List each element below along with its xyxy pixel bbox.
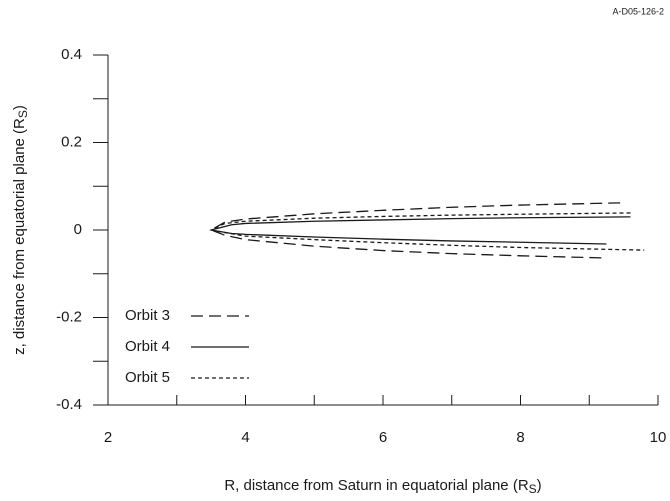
orbit-line: [209, 212, 645, 251]
y-tick-label: -0.4: [56, 396, 82, 413]
y-tick-label: 0.2: [61, 133, 82, 150]
y-tick-label: 0.4: [61, 46, 82, 63]
y-label-text: z, distance from equatorial plane (R: [11, 118, 28, 355]
legend-label: Orbit 3: [125, 307, 170, 324]
x-tick-label: 10: [650, 429, 667, 446]
legend-label: Orbit 5: [125, 369, 170, 386]
x-tick-label: 4: [241, 429, 249, 446]
x-label-text: R, distance from Saturn in equatorial pl…: [224, 477, 528, 494]
x-tick-label: 6: [379, 429, 387, 446]
y-axis-label: z, distance from equatorial plane (RS): [11, 105, 30, 355]
y-tick-label: -0.2: [56, 308, 82, 325]
orbit-line: [209, 202, 621, 259]
y-tick-label: 0: [74, 221, 82, 238]
legend-label: Orbit 4: [125, 338, 170, 355]
x-tick-label: 2: [104, 429, 112, 446]
x-label-sub: S: [529, 482, 537, 496]
y-label-end: ): [11, 105, 28, 110]
orbit-line: [210, 216, 631, 245]
y-label-sub: S: [16, 110, 30, 118]
x-label-end: ): [537, 477, 542, 494]
x-axis-label: R, distance from Saturn in equatorial pl…: [224, 477, 541, 496]
figure-id: A-D05-126-2: [612, 6, 664, 16]
x-tick-label: 8: [516, 429, 524, 446]
